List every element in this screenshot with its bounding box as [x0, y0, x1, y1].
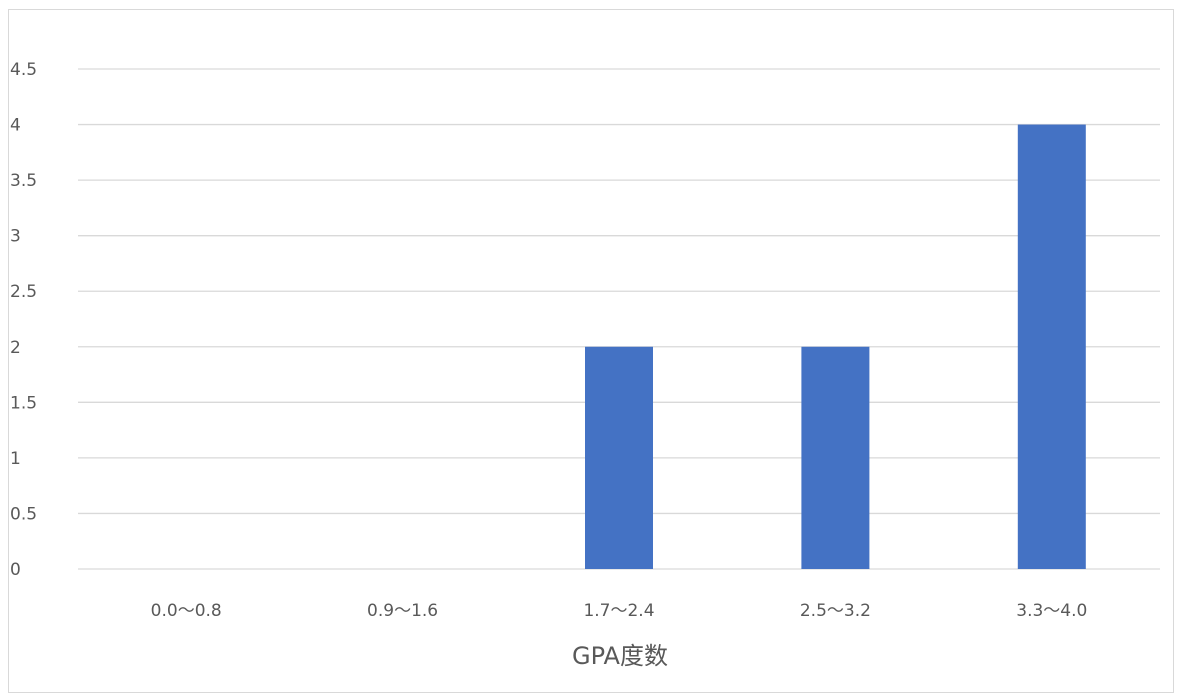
x-tick-label: 0.0〜0.8 [151, 601, 222, 621]
y-tick-label: 0.5 [10, 504, 37, 524]
x-tick-labels: 0.0〜0.8 0.9〜1.6 1.7〜2.4 2.5〜3.2 3.3〜4.0 [151, 601, 1088, 621]
y-tick-labels: 0 0.5 1 1.5 2 2.5 3 3.5 4 4.5 [10, 60, 37, 580]
bar-3 [801, 346, 870, 569]
y-tick-label: 3 [10, 227, 21, 247]
bar-2 [585, 346, 653, 569]
x-tick-label: 3.3〜4.0 [1016, 601, 1087, 621]
x-tick-label: 2.5〜3.2 [800, 601, 871, 621]
y-tick-label: 1 [10, 449, 21, 469]
x-axis-title: GPA度数 [572, 642, 668, 670]
y-tick-label: 2 [10, 338, 21, 358]
bar-4 [1017, 124, 1086, 570]
y-tick-label: 4 [10, 116, 21, 136]
y-tick-label: 4.5 [10, 60, 37, 80]
x-tick-label: 1.7〜2.4 [583, 601, 654, 621]
y-tick-label: 3.5 [10, 171, 37, 191]
gridlines [78, 68, 1160, 570]
y-tick-label: 1.5 [10, 393, 37, 413]
x-tick-label: 0.9〜1.6 [367, 601, 438, 621]
y-tick-label: 0 [10, 560, 21, 580]
y-tick-label: 2.5 [10, 282, 37, 302]
bars [585, 124, 1086, 570]
